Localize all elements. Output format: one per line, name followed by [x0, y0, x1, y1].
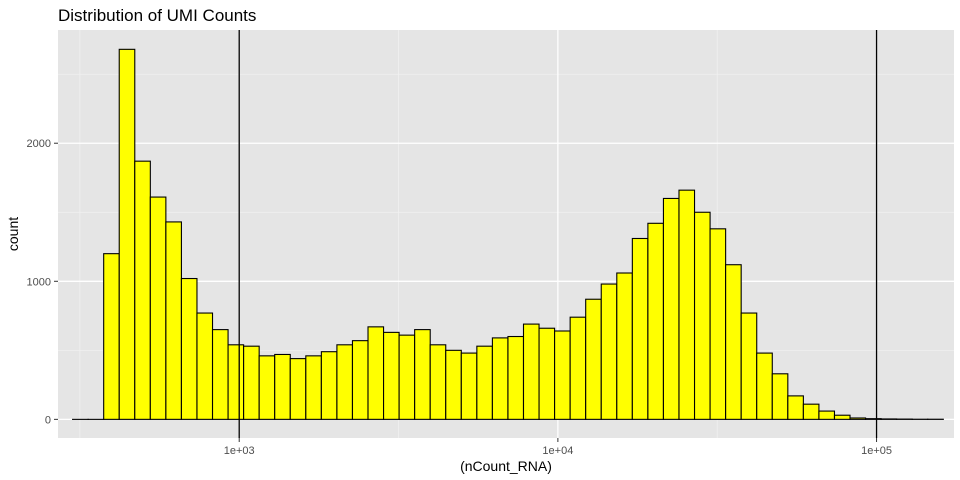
- histogram-bar: [833, 414, 851, 420]
- histogram-bar: [522, 323, 540, 420]
- histogram-bar: [429, 344, 447, 420]
- histogram-bar: [725, 264, 742, 420]
- x-tick-label: 1e+04: [542, 445, 573, 457]
- y-tick-label: 2000: [27, 138, 51, 150]
- histogram-bar: [243, 345, 260, 420]
- histogram-bar: [538, 327, 556, 420]
- histogram-bar: [367, 326, 385, 420]
- histogram-bar: [678, 189, 696, 420]
- histogram-bar: [165, 221, 182, 420]
- x-tick-label: 1e+05: [861, 445, 892, 457]
- histogram-bar: [103, 253, 120, 420]
- histogram-bar: [320, 351, 338, 420]
- threshold-lines: [238, 30, 878, 438]
- histogram-bar: [600, 283, 618, 420]
- histogram-bar: [460, 352, 478, 420]
- histogram-bar: [865, 418, 882, 420]
- y-tick-label: 0: [45, 414, 51, 426]
- histogram-bar: [507, 335, 525, 420]
- histogram-bar: [196, 312, 214, 420]
- y-axis: 0 1000 2000: [27, 138, 58, 426]
- histogram-bar: [616, 272, 633, 420]
- histogram-bar: [398, 334, 416, 420]
- histogram-bar: [227, 344, 245, 420]
- histogram-bar: [693, 211, 711, 420]
- histogram-bar: [414, 329, 431, 420]
- histogram-bar: [149, 196, 167, 420]
- x-axis: 1e+03 1e+04 1e+05: [224, 438, 892, 457]
- histogram-bar: [554, 330, 571, 420]
- histogram-bar: [180, 277, 198, 420]
- histogram-bar: [787, 395, 804, 420]
- histogram-bar: [802, 403, 820, 420]
- histogram-bar: [662, 197, 680, 420]
- histogram-bar: [134, 160, 151, 420]
- histogram-bar: [211, 329, 229, 420]
- chart-title: Distribution of UMI Counts: [58, 6, 256, 25]
- histogram-bar: [491, 337, 509, 420]
- histogram-bar: [740, 312, 758, 420]
- histogram-bar: [569, 316, 587, 420]
- histogram-bar: [476, 345, 493, 420]
- histogram-bar: [771, 373, 789, 420]
- x-axis-title: (nCount_RNA): [460, 458, 552, 474]
- y-axis-title: count: [5, 217, 21, 251]
- histogram-bar: [383, 331, 400, 420]
- histogram-bar: [336, 344, 354, 420]
- histogram-bar: [289, 358, 307, 420]
- histogram-bar: [647, 222, 664, 420]
- histogram-bar: [118, 48, 136, 420]
- histogram-bar: [274, 353, 291, 420]
- histogram-bar: [849, 417, 867, 420]
- histogram-bar: [631, 237, 649, 420]
- x-tick-label: 1e+03: [224, 445, 255, 457]
- histogram-bar: [351, 340, 369, 420]
- histogram-bar: [305, 355, 322, 420]
- y-tick-label: 1000: [27, 276, 51, 288]
- histogram-bar: [585, 298, 602, 420]
- histogram-bar: [818, 410, 836, 420]
- histogram-bar: [445, 349, 462, 420]
- histogram-bar: [756, 352, 773, 420]
- histogram-bar: [258, 355, 276, 420]
- histogram-bars: [72, 48, 944, 420]
- histogram-bar: [709, 228, 727, 420]
